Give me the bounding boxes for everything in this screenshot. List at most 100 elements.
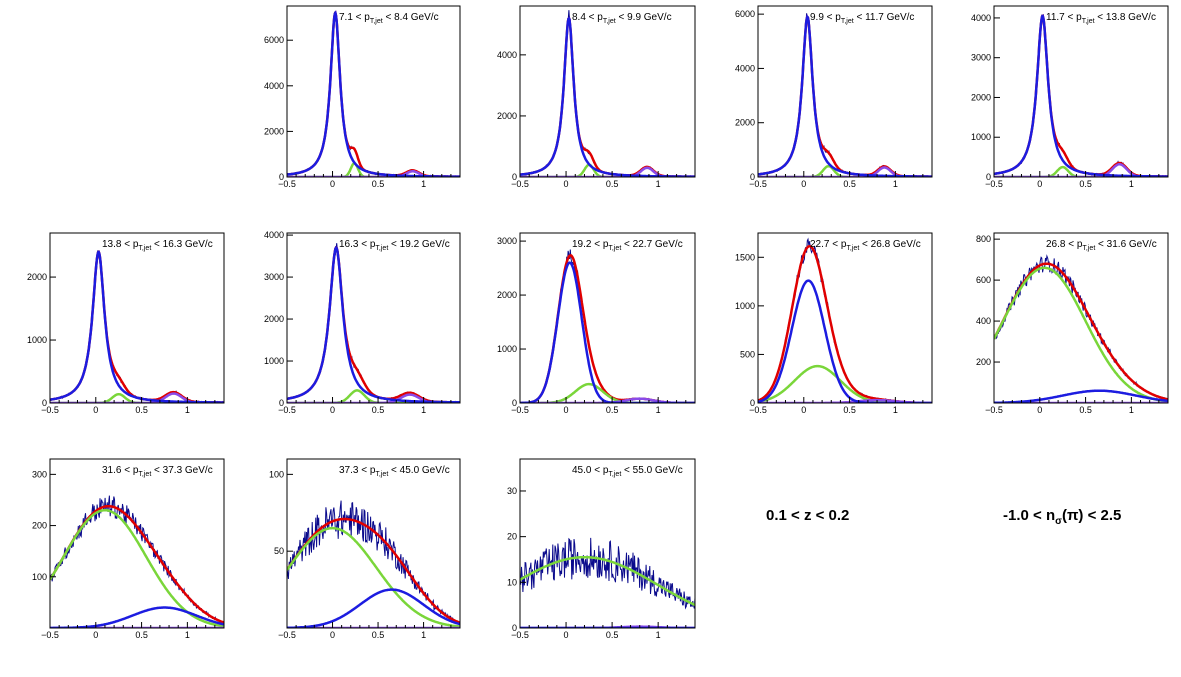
y-tick-label: 3000 xyxy=(264,272,284,282)
plot-frame xyxy=(993,5,1169,178)
x-tick-label: 0.5 xyxy=(606,630,619,640)
total-fit-curve xyxy=(994,262,1168,401)
kaon-fit-curve xyxy=(287,526,460,628)
pion-fit-curve xyxy=(520,16,695,177)
x-tick-label: −0.5 xyxy=(278,179,296,189)
panel-pt-range-label: 8.4 < pT,jet < 9.9 GeV/c xyxy=(572,12,672,25)
y-tick-label: 6000 xyxy=(264,35,284,45)
panel-9: −0.5 0 0.5 1 200 400 600 800 26.8 < pT,jet < 31.… xyxy=(976,232,1169,415)
pion-fit-curve xyxy=(520,261,695,403)
panel-11: −0.5 0 0.5 1 50 100 37.3 < pT,jet < 45.0 GeV/c xyxy=(269,458,461,640)
panel-10: −0.5 0 0.5 1 100 200 300 31.6 < pT,jet < 37.3 G… xyxy=(32,458,225,640)
total-fit-curve xyxy=(287,517,460,624)
data-histogram xyxy=(520,537,695,610)
panel-pt-range-label: 19.2 < pT,jet < 22.7 GeV/c xyxy=(572,239,683,252)
panel-pt-range-label: 31.6 < pT,jet < 37.3 GeV/c xyxy=(102,465,213,478)
total-fit-curve xyxy=(994,13,1168,177)
nsigma-range-caption: -1.0 < nσ(π) < 2.5 xyxy=(1003,507,1122,527)
x-tick-label: 0 xyxy=(330,630,335,640)
x-tick-label: 0.5 xyxy=(843,179,856,189)
x-tick-label: 1 xyxy=(656,630,661,640)
plot-frame xyxy=(49,458,225,629)
data-histogram xyxy=(287,243,460,403)
panel-pt-range-label: 7.1 < pT,jet < 8.4 GeV/c xyxy=(339,12,439,25)
pion-fit-curve xyxy=(758,279,932,403)
plot-frame xyxy=(757,5,933,178)
x-tick-label: 0.5 xyxy=(1079,405,1092,415)
x-tick-label: 0 xyxy=(564,405,569,415)
y-tick-label: 4000 xyxy=(735,63,755,73)
y-tick-label: 2000 xyxy=(264,314,284,324)
x-tick-label: 0 xyxy=(93,405,98,415)
x-tick-label: −0.5 xyxy=(278,630,296,640)
x-tick-label: 0 xyxy=(93,630,98,640)
x-tick-label: 1 xyxy=(185,630,190,640)
panel-pt-range-label: 26.8 < pT,jet < 31.6 GeV/c xyxy=(1046,239,1157,252)
data-histogram xyxy=(758,13,932,177)
y-tick-label: 800 xyxy=(976,234,991,244)
y-tick-label: 2000 xyxy=(264,126,284,136)
y-tick-label: 600 xyxy=(976,275,991,285)
total-fit-curve xyxy=(758,14,932,177)
y-tick-label: 1000 xyxy=(971,132,991,142)
panel-pt-range-label: 11.7 < pT,jet < 13.8 GeV/c xyxy=(1046,12,1156,25)
x-tick-label: −0.5 xyxy=(511,179,529,189)
kaon-fit-curve xyxy=(994,266,1168,403)
x-tick-label: 0 xyxy=(564,630,569,640)
y-tick-label: 300 xyxy=(32,469,47,479)
x-tick-label: 0 xyxy=(801,179,806,189)
y-tick-label: 4000 xyxy=(497,50,517,60)
data-histogram xyxy=(520,10,695,177)
x-tick-label: 0 xyxy=(330,179,335,189)
x-tick-label: 1 xyxy=(185,405,190,415)
pion-fit-curve xyxy=(287,245,460,403)
data-histogram xyxy=(994,14,1168,177)
y-tick-label: 1000 xyxy=(497,344,517,354)
y-tick-label: 2000 xyxy=(497,290,517,300)
y-tick-label: 500 xyxy=(740,349,755,359)
kaon-fit-curve xyxy=(758,364,932,403)
x-tick-label: 0.5 xyxy=(372,179,385,189)
y-tick-label: 6000 xyxy=(735,9,755,19)
panel-pt-range-label: 37.3 < pT,jet < 45.0 GeV/c xyxy=(339,465,450,478)
panel-pt-range-label: 22.7 < pT,jet < 26.8 GeV/c xyxy=(810,239,921,252)
plot-frame xyxy=(519,232,696,404)
y-tick-label: 0 xyxy=(279,398,284,408)
plot-frame xyxy=(286,5,461,178)
data-histogram xyxy=(758,237,932,403)
pion-fit-curve xyxy=(50,250,224,403)
y-tick-label: 0 xyxy=(279,172,284,182)
data-histogram xyxy=(50,250,224,403)
x-tick-label: 0.5 xyxy=(372,630,385,640)
total-fit-curve xyxy=(50,504,224,624)
plot-frame xyxy=(286,232,461,404)
x-tick-label: 0.5 xyxy=(843,405,856,415)
plot-frame xyxy=(519,458,696,629)
y-tick-label: 1500 xyxy=(735,252,755,262)
panel-pt-range-label: 9.9 < pT,jet < 11.7 GeV/c xyxy=(810,12,914,25)
data-histogram xyxy=(287,11,460,177)
y-tick-label: 200 xyxy=(976,357,991,367)
y-tick-label: 4000 xyxy=(971,13,991,23)
pion-fit-curve xyxy=(50,606,224,628)
x-tick-label: 1 xyxy=(1129,179,1134,189)
x-tick-label: −0.5 xyxy=(985,179,1003,189)
y-tick-label: 0 xyxy=(512,623,517,633)
kaon-fit-curve xyxy=(520,555,695,607)
y-tick-label: 20 xyxy=(507,532,517,542)
panel-pt-range-label: 16.3 < pT,jet < 19.2 GeV/c xyxy=(339,239,450,252)
plot-frame xyxy=(286,458,461,629)
plot-frame xyxy=(757,232,933,404)
x-tick-label: −0.5 xyxy=(985,405,1003,415)
x-tick-label: 1 xyxy=(421,179,426,189)
y-tick-label: 10 xyxy=(507,577,517,587)
y-tick-label: 1000 xyxy=(264,356,284,366)
x-tick-label: 1 xyxy=(656,179,661,189)
